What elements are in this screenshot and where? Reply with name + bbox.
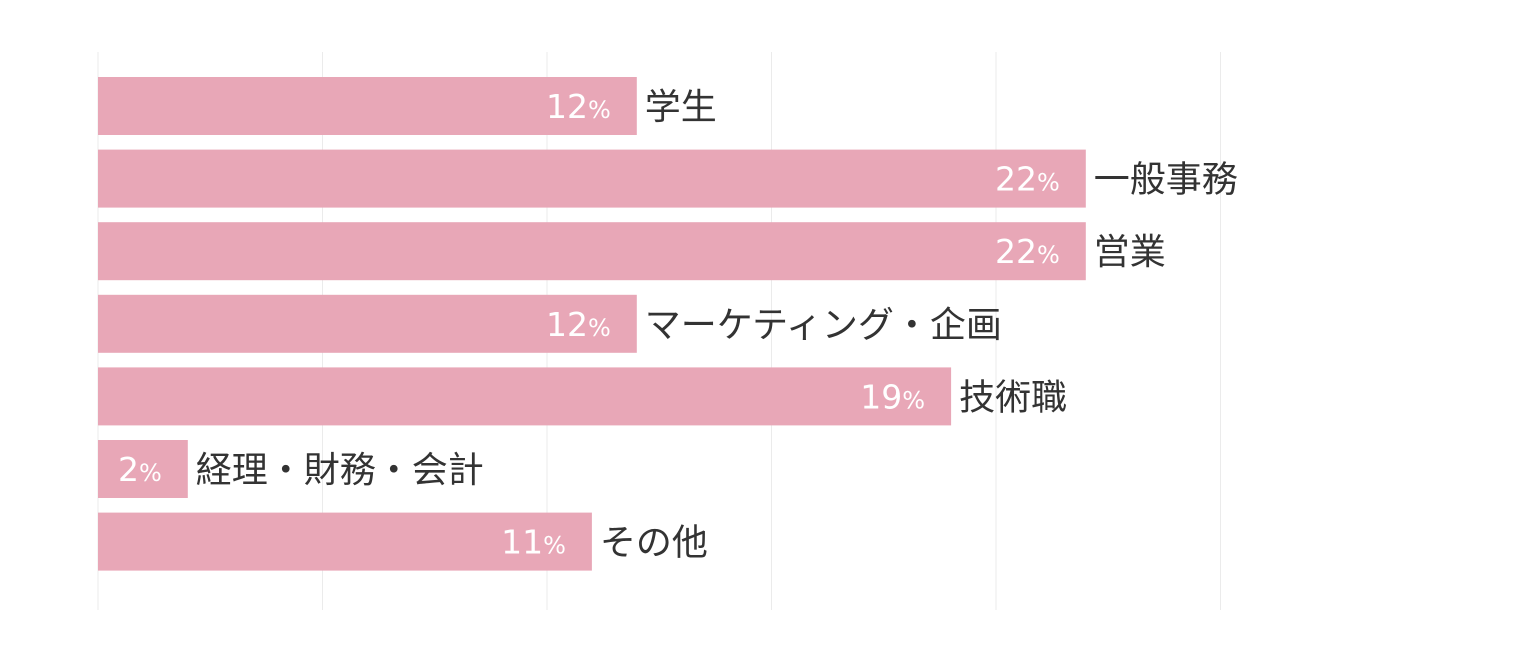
bar [98,440,188,498]
bar [98,149,1086,208]
category-label: 学生 [645,87,717,128]
category-label: 営業 [1094,232,1166,273]
value-label: 22% [995,232,1060,271]
value-label: 19% [860,377,925,416]
value-label: 12% [546,305,611,344]
category-label: その他 [600,523,708,564]
category-label: 技術職 [959,377,1067,418]
value-label: 22% [995,160,1060,199]
value-label: 2% [118,450,162,489]
category-label: 経理・財務・会計 [196,450,484,491]
bar [98,512,592,571]
bars [98,77,1086,571]
bar [98,77,637,135]
bar [98,367,952,426]
value-label: 12% [546,87,611,126]
bar [98,294,637,353]
bar [98,222,1086,281]
value-label: 11% [501,523,566,562]
category-label: マーケティング・企画 [645,305,1002,346]
value-labels: 12% 22% 22% 12% 19% 2% 11% [118,87,1060,562]
category-label: 一般事務 [1094,160,1238,201]
